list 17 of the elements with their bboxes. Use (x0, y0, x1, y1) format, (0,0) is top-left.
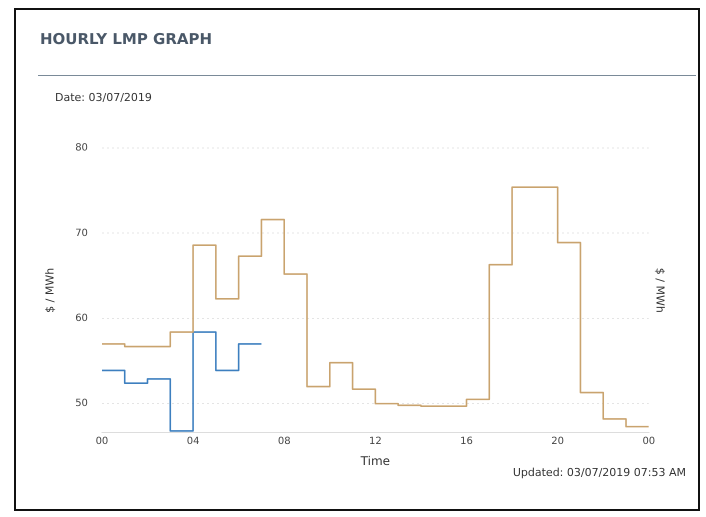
x-tick-label: 16 (460, 436, 473, 448)
y-axis-title: $ / MWh (43, 268, 56, 313)
x-tick-label: 20 (551, 436, 564, 448)
y-tick-label: 70 (75, 228, 88, 239)
x-tick-label: 04 (186, 436, 200, 448)
x-tick-label: 08 (278, 436, 291, 448)
chart-title: HOURLY LMP GRAPH (40, 30, 212, 48)
x-tick-label: 00 (96, 436, 108, 448)
y-tick-label: 80 (75, 142, 88, 154)
text: Date: 03/07/2019 (55, 91, 152, 104)
y-tick-label: 60 (75, 313, 88, 324)
text: Updated: 03/07/2019 07:53 AM (512, 466, 686, 479)
x-axis-title: Time (360, 454, 390, 468)
x-tick-label: 12 (368, 436, 382, 448)
y-tick-label: 50 (75, 398, 88, 410)
x-tick-label: 00 (642, 436, 656, 448)
y2-axis-title: $ / MWh (654, 268, 667, 313)
